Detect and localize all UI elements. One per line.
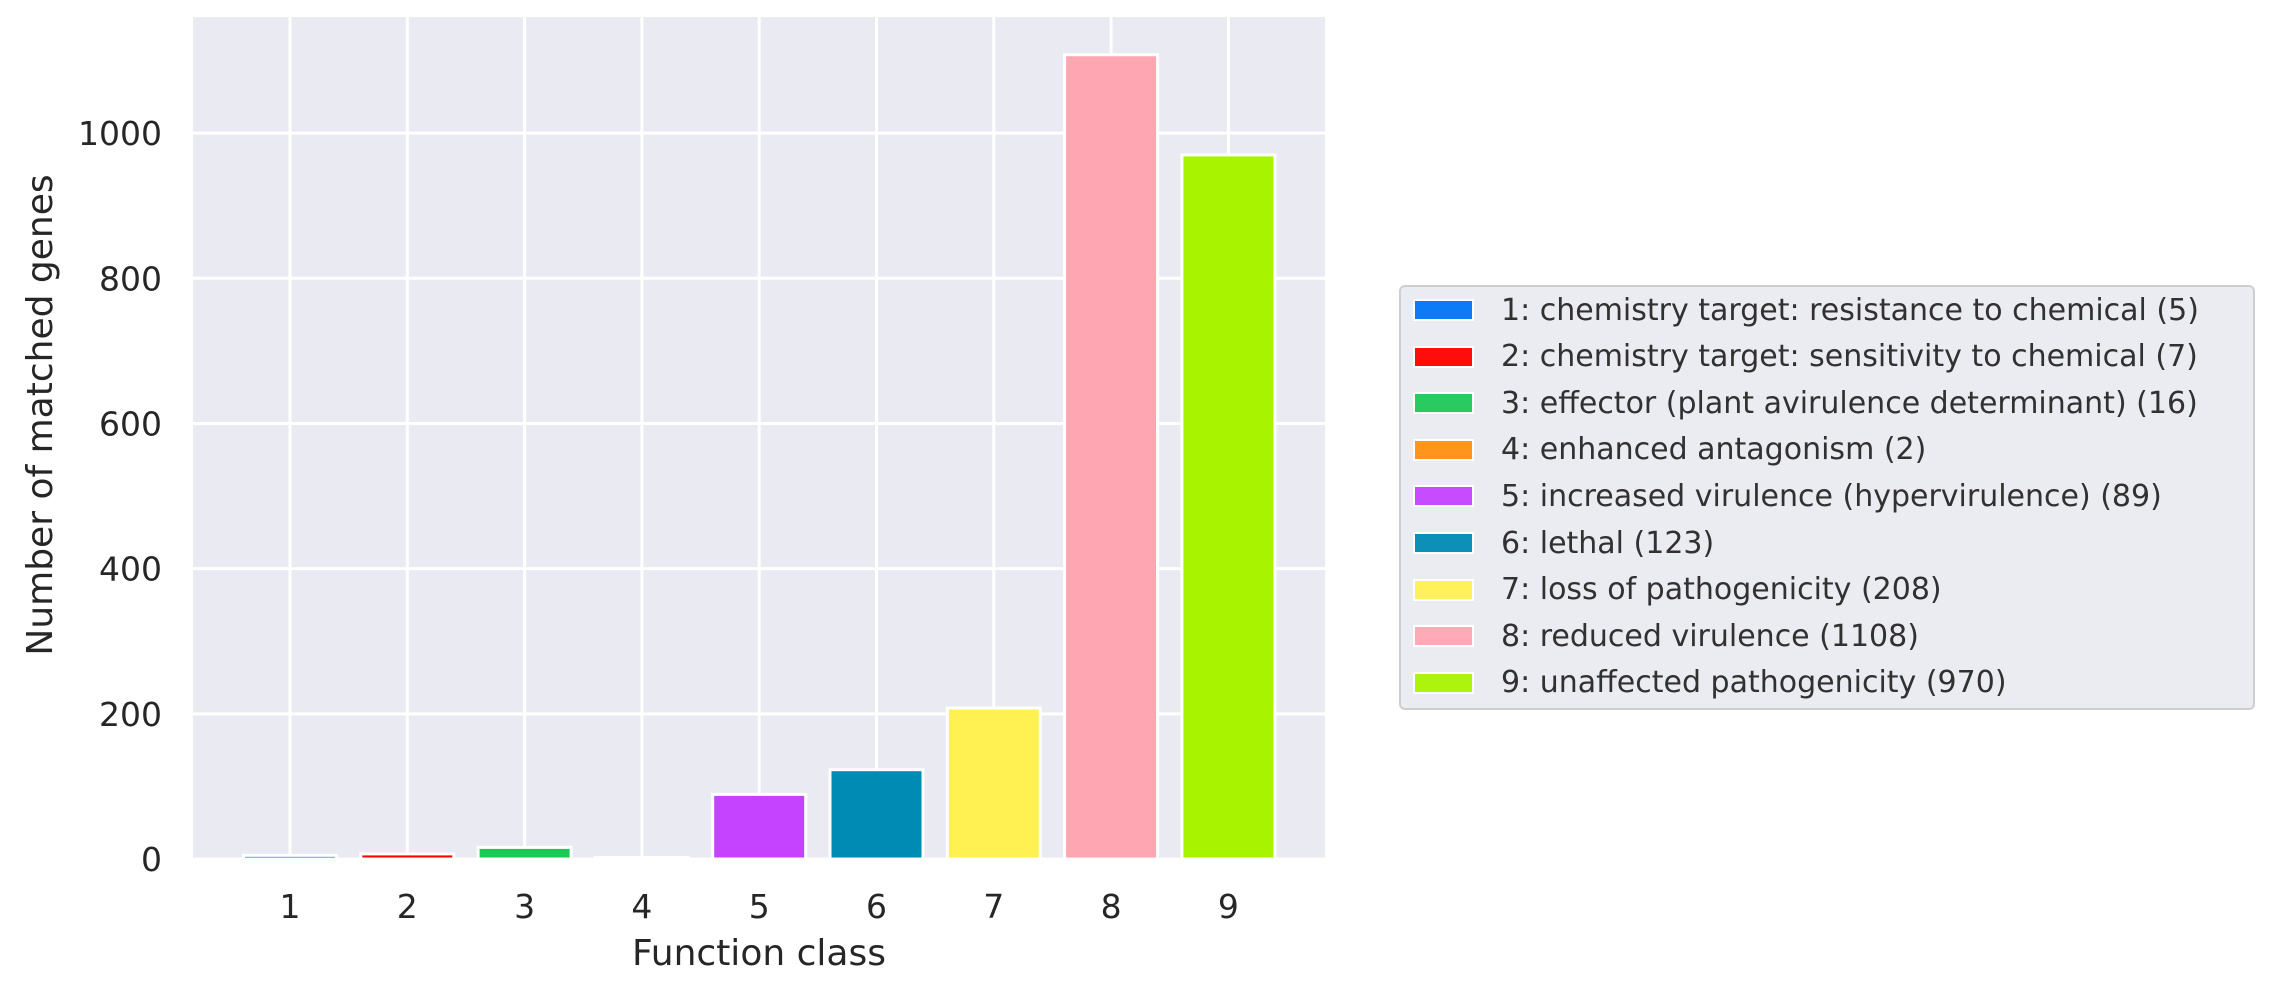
legend-label: 3: effector (plant avirulence determinan… (1501, 385, 2198, 421)
y-tick-label: 600 (99, 404, 162, 443)
bar-class-6 (828, 768, 925, 861)
legend-item: 9: unaffected pathogenicity (970) (1413, 663, 2007, 703)
legend-swatch (1413, 625, 1474, 648)
legend-swatch (1413, 438, 1474, 461)
legend-item: 1: chemistry target: resistance to chemi… (1413, 290, 2199, 330)
x-axis-label: Function class (632, 933, 886, 974)
legend-label: 7: loss of pathogenicity (208) (1501, 572, 1942, 608)
x-tick-label: 2 (397, 887, 418, 926)
legend-label: 8: reduced virulence (1108) (1501, 618, 1919, 654)
x-tick-label: 8 (1101, 887, 1122, 926)
legend-swatch (1413, 578, 1474, 601)
bar-class-8 (1063, 53, 1160, 861)
y-tick-label: 400 (99, 550, 162, 589)
legend-swatch (1413, 485, 1474, 508)
y-axis-label: Number of matched genes (20, 174, 61, 655)
legend-label: 9: unaffected pathogenicity (970) (1501, 665, 2007, 701)
legend-swatch (1413, 345, 1474, 368)
legend-label: 6: lethal (123) (1501, 525, 1715, 561)
legend-swatch (1413, 671, 1474, 694)
x-tick-label: 6 (866, 887, 887, 926)
legend-label: 4: enhanced antagonism (2) (1501, 432, 1927, 468)
legend-swatch (1413, 392, 1474, 415)
legend-swatch (1413, 299, 1474, 321)
bar-class-1 (242, 853, 338, 861)
legend-item: 2: chemistry target: sensitivity to chem… (1413, 337, 2198, 377)
legend-item: 4: enhanced antagonism (2) (1413, 430, 1926, 470)
legend: 1: chemistry target: resistance to chemi… (1399, 285, 2255, 710)
legend-item: 7: loss of pathogenicity (208) (1413, 570, 1942, 610)
x-tick-label: 9 (1218, 887, 1239, 926)
y-tick-label: 1000 (78, 114, 162, 153)
x-tick-label: 7 (983, 887, 1004, 926)
legend-item: 6: lethal (123) (1413, 523, 1714, 563)
x-tick-labels: 1 2 3 4 5 6 7 8 9 (280, 887, 1239, 926)
x-tick-label: 1 (280, 887, 301, 926)
y-tick-label: 800 (99, 259, 162, 298)
bar-class-5 (711, 792, 808, 861)
legend-item: 5: increased virulence (hypervirulence) … (1413, 476, 2162, 516)
bar-class-4 (593, 856, 690, 861)
bar-class-2 (359, 852, 456, 861)
bars (242, 53, 1277, 861)
y-tick-label: 0 (141, 840, 162, 879)
legend-swatch (1413, 532, 1474, 554)
legend-label: 2: chemistry target: sensitivity to chem… (1501, 339, 2198, 375)
bar-class-9 (1180, 153, 1277, 861)
y-tick-labels: 0 200 400 600 800 1000 (78, 114, 162, 879)
x-tick-label: 4 (631, 887, 652, 926)
bar-class-7 (945, 706, 1042, 861)
legend-label: 5: increased virulence (hypervirulence) … (1501, 478, 2162, 514)
x-tick-label: 5 (749, 887, 770, 926)
x-tick-label: 3 (514, 887, 535, 926)
y-tick-label: 200 (99, 695, 162, 734)
legend-item: 3: effector (plant avirulence determinan… (1413, 383, 2198, 423)
legend-label: 1: chemistry target: resistance to chemi… (1501, 292, 2199, 328)
legend-item: 8: reduced virulence (1108) (1413, 616, 1919, 656)
bar-class-3 (476, 845, 573, 861)
